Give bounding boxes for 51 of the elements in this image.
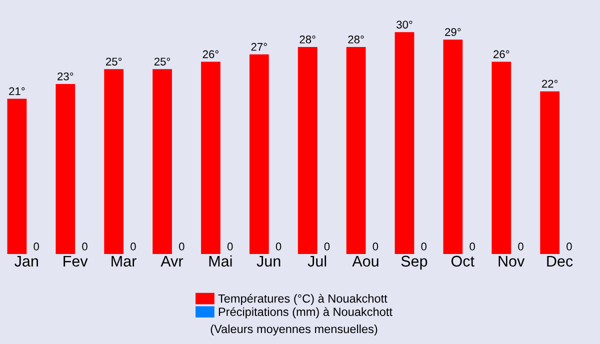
legend-label: Précipitations (mm) à Nouakchott <box>218 307 392 318</box>
bar <box>394 32 414 254</box>
x-tick-label: Fev <box>64 256 88 267</box>
data-label: 0 <box>421 242 427 250</box>
bar <box>540 91 560 254</box>
bar <box>298 46 318 254</box>
data-label: 0 <box>130 242 136 250</box>
x-tick-label: Jun <box>256 256 280 267</box>
x-tick-label: Dec <box>547 256 573 267</box>
data-label: 25° <box>154 58 170 66</box>
data-label: 28° <box>348 36 364 44</box>
x-tick-label: Oct <box>451 256 474 267</box>
bar <box>346 46 366 254</box>
data-label: 26° <box>494 50 510 58</box>
data-label: 28° <box>300 36 316 44</box>
x-tick-label: Avr <box>160 256 184 266</box>
data-label: 0 <box>518 242 524 250</box>
data-label: 22° <box>542 80 558 88</box>
data-label: 21° <box>9 87 25 96</box>
bar <box>152 69 172 254</box>
x-tick-label: Sep <box>401 256 428 270</box>
data-label: 0 <box>227 242 233 250</box>
x-tick-label: Jul <box>308 255 326 267</box>
bar <box>104 69 124 254</box>
bar <box>7 98 27 254</box>
data-label: 0 <box>324 242 330 250</box>
data-label: 0 <box>470 242 475 250</box>
data-label: 30° <box>396 20 412 29</box>
text: (Valeurs moyennes mensuelles) <box>210 324 378 336</box>
x-tick-label: Nov <box>498 256 525 267</box>
x-tick-label: Mai <box>209 255 232 267</box>
bar <box>56 84 76 254</box>
x-tick-label: Jan <box>14 256 38 267</box>
data-label: 0 <box>82 242 88 250</box>
bar <box>443 40 463 254</box>
x-tick-label: Mar <box>112 256 136 267</box>
data-label: 0 <box>34 242 39 250</box>
data-label: 25° <box>106 58 122 66</box>
bar <box>249 54 269 254</box>
data-label: 0 <box>566 242 572 250</box>
legend-label: Températures (°C) à Nouakchott <box>218 294 388 306</box>
data-label: 29° <box>445 28 461 36</box>
data-label: 26° <box>202 50 218 58</box>
data-label: 27° <box>251 42 267 51</box>
data-label: 0 <box>276 242 282 250</box>
bar <box>492 62 512 254</box>
x-tick-label: Aou <box>352 256 378 267</box>
data-label: 0 <box>372 242 378 250</box>
bar <box>201 62 220 254</box>
data-label: 23° <box>58 72 74 80</box>
data-label: 0 <box>179 242 184 250</box>
